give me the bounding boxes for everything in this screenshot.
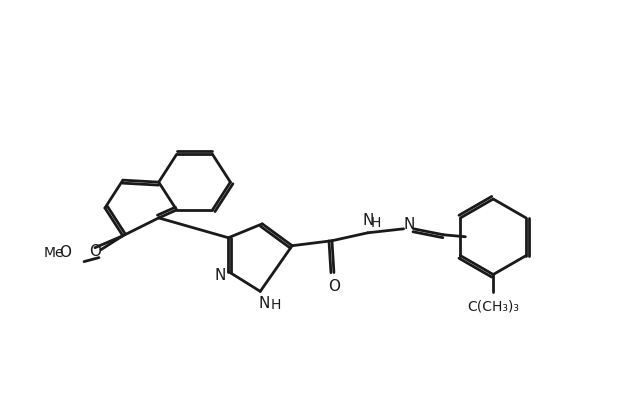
Text: O: O xyxy=(59,245,71,260)
Text: N: N xyxy=(215,268,226,283)
Text: O: O xyxy=(89,244,101,259)
Text: H: H xyxy=(371,216,381,230)
Text: H: H xyxy=(271,298,282,312)
Text: N: N xyxy=(259,296,270,311)
Text: O: O xyxy=(328,279,340,294)
Text: N: N xyxy=(404,217,415,232)
Text: N: N xyxy=(362,213,374,228)
Text: Me: Me xyxy=(44,246,64,260)
Text: C(CH₃)₃: C(CH₃)₃ xyxy=(467,299,519,313)
